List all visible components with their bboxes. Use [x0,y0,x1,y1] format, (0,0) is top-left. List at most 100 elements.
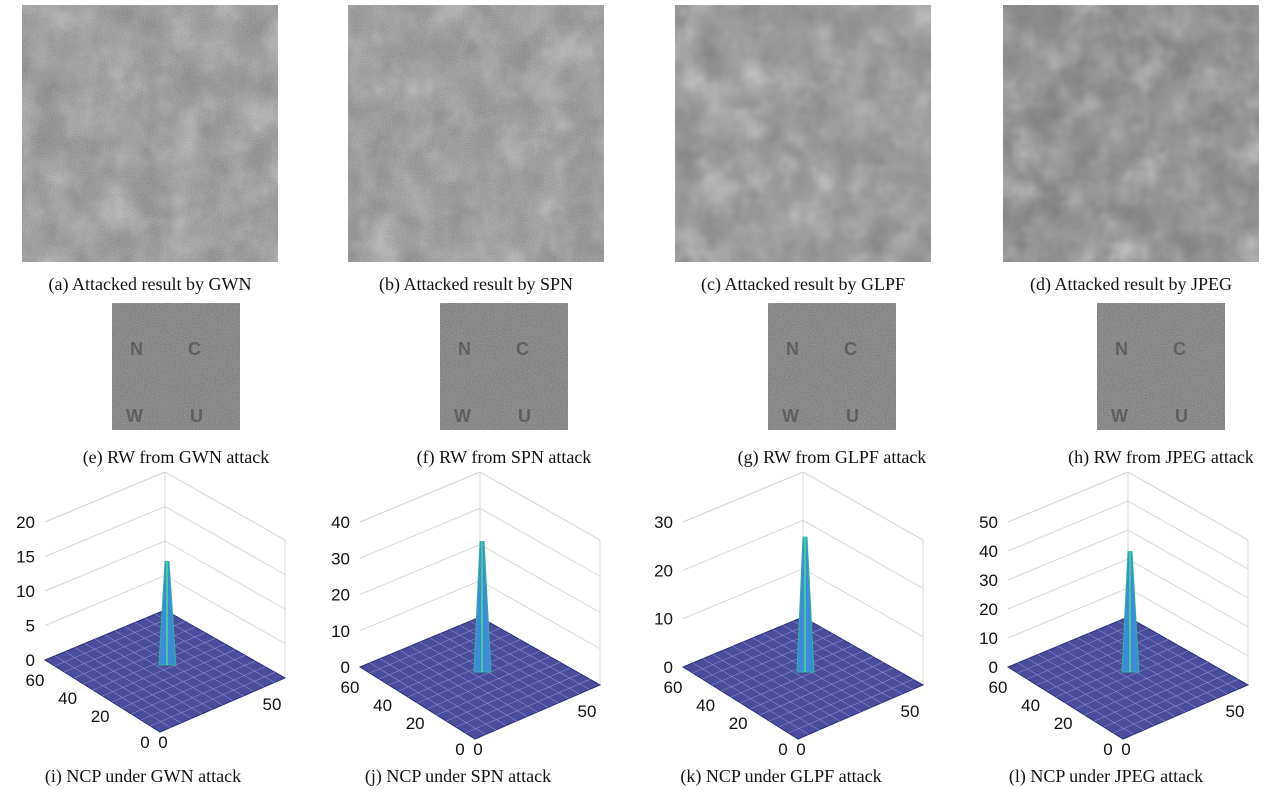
grid-line [1007,500,1249,570]
watermark-noise [768,303,896,430]
surface-mesh [1117,620,1238,690]
surface-mesh [778,673,904,728]
y-tick-label: 60 [26,671,45,690]
watermark-letter: N [130,339,143,359]
watermark-letter: C [844,339,857,359]
watermark-noise [440,303,568,430]
caption: (d) Attacked result by JPEG [1030,274,1232,295]
y-tick-label: 40 [373,696,392,715]
y-tick-label: 0 [455,740,464,759]
grid-line [682,471,924,541]
z-tick-label: 0 [989,658,998,677]
image-texture [1003,5,1259,262]
x-tick-label: 0 [158,733,167,752]
y-tick-label: 20 [91,707,110,726]
grid-line [1007,529,1249,599]
grid-line [44,505,286,575]
z-tick-label: 10 [16,582,35,601]
z-tick-label: 0 [341,658,350,677]
watermark-noise [112,303,240,430]
watermark-letter: C [1173,339,1186,359]
z-tick-label: 30 [331,549,350,568]
watermark-letters: N C W U [454,339,531,426]
grid-line [1007,471,1249,541]
grid-line [44,540,286,610]
watermark-letter: U [518,406,531,426]
z-tick-label: 20 [16,513,35,532]
watermark-letter: W [1111,406,1128,426]
surface-mesh [465,679,591,734]
watermark-letters: N C W U [1111,339,1188,426]
x-tick-label: 0 [473,740,482,759]
y-tick-label: 0 [1103,740,1112,759]
y-tick-label: 40 [1021,696,1040,715]
surface-mesh [469,620,590,690]
z-tick-label: 30 [979,571,998,590]
grid-line [44,471,286,541]
surface-mesh [150,672,276,727]
watermark-letter: N [786,339,799,359]
y-tick-label: 20 [406,714,425,733]
y-tick-label: 60 [341,678,360,697]
y-tick-label: 60 [989,678,1008,697]
watermark-letter: W [126,406,143,426]
caption: (j) NCP under SPN attack [365,766,551,787]
watermark-letter: C [188,339,201,359]
x-tick-label: 50 [901,702,920,721]
z-tick-label: 0 [664,658,673,677]
z-tick-label: 40 [331,513,350,532]
caption: (a) Attacked result by GWN [49,274,252,295]
y-tick-label: 20 [729,714,748,733]
grid-line [682,519,924,589]
y-tick-label: 20 [1054,714,1073,733]
x-tick-label: 0 [796,740,805,759]
watermark-letter: U [846,406,859,426]
watermark-letter: W [454,406,471,426]
z-tick-label: 20 [979,600,998,619]
image-noise [22,5,278,262]
z-tick-label: 20 [331,586,350,605]
surface-mesh [455,673,581,728]
surface-mesh [788,679,914,734]
z-tick-label: 40 [979,542,998,561]
image-noise [348,5,604,262]
watermark-noise [1097,303,1225,430]
surface-mesh [154,613,275,683]
z-tick-label: 10 [979,629,998,648]
watermark-letter: C [516,339,529,359]
caption: (k) NCP under GLPF attack [680,766,881,787]
caption: (c) Attacked result by GLPF [701,274,905,295]
caption: (g) RW from GLPF attack [738,447,927,468]
x-tick-label: 50 [578,702,597,721]
z-tick-label: 50 [979,513,998,532]
y-tick-label: 40 [696,696,715,715]
caption: (b) Attacked result by SPN [379,274,573,295]
grid-line [359,471,601,541]
watermark-letters: N C W U [126,339,203,426]
surface-mesh [1103,673,1229,728]
z-tick-label: 0 [26,651,35,670]
grid-line [359,507,601,577]
caption: (l) NCP under JPEG attack [1009,766,1203,787]
watermark-letter: N [1115,339,1128,359]
y-tick-label: 0 [140,733,149,752]
caption: (f) RW from SPN attack [417,447,592,468]
watermark-letter: N [458,339,471,359]
caption: (h) RW from JPEG attack [1068,447,1254,468]
y-tick-label: 0 [778,740,787,759]
z-tick-label: 20 [654,561,673,580]
surface-mesh [792,620,913,690]
x-tick-label: 0 [1121,740,1130,759]
z-tick-label: 5 [26,617,35,636]
watermark-letters: N C W U [782,339,859,426]
z-tick-label: 10 [331,622,350,641]
x-tick-label: 50 [263,695,282,714]
z-tick-label: 15 [16,548,35,567]
watermark-letter: U [190,406,203,426]
watermark-letter: W [782,406,799,426]
watermark-letter: U [1175,406,1188,426]
surface-mesh [140,666,266,721]
surface-mesh [1113,679,1239,734]
y-tick-label: 60 [664,678,683,697]
y-tick-label: 40 [58,689,77,708]
